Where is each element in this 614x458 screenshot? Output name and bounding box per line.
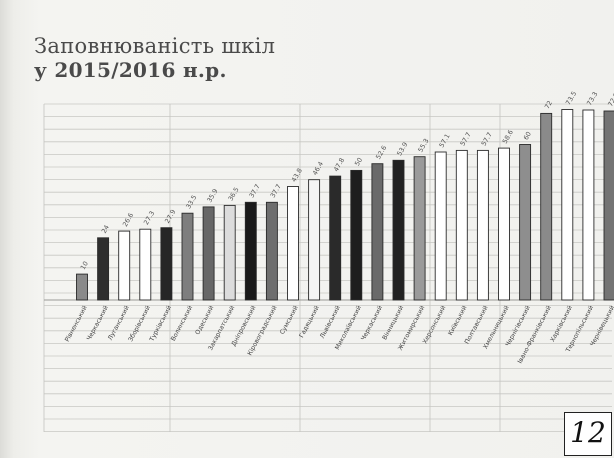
category-tick-label: Черкаський <box>85 304 110 342</box>
page-number: 12 <box>564 412 612 456</box>
data-label: 10 <box>79 260 90 271</box>
bar <box>139 228 152 301</box>
data-label: 37.7 <box>269 183 283 200</box>
data-label: 37.7 <box>248 183 262 200</box>
bar <box>561 109 574 301</box>
data-label: 24 <box>100 224 111 235</box>
category-tick-label: Гадяцький <box>297 304 321 339</box>
category-tick-label: Одеський <box>193 304 215 336</box>
chart-title: Заповнюваність шкіл у 2015/2016 н.р. <box>34 34 275 82</box>
category-tick-label: Київський <box>446 304 468 337</box>
data-label: 58.6 <box>501 129 515 146</box>
data-label: 55.3 <box>416 137 430 154</box>
data-label: 52.6 <box>374 144 388 161</box>
chart-grid <box>43 103 612 433</box>
category-tick-label: Черкаський <box>359 304 384 342</box>
bar <box>244 201 257 301</box>
data-label: 72.9 <box>606 91 614 108</box>
bar <box>181 212 194 301</box>
category-tick-label: Вінницький <box>380 304 405 341</box>
chart-title-line-2: у 2015/2016 н.р. <box>34 58 227 82</box>
bar <box>434 151 447 301</box>
data-label: 33.5 <box>184 194 198 211</box>
data-label: 27.9 <box>163 208 177 225</box>
data-label: 50 <box>353 156 364 167</box>
data-label: 26.6 <box>121 212 135 229</box>
bar <box>519 144 532 301</box>
bar <box>476 149 489 301</box>
bar <box>308 179 321 301</box>
category-tick-label: Волинський <box>169 304 194 342</box>
bar <box>223 204 236 301</box>
bar <box>582 109 595 301</box>
bar <box>287 186 299 301</box>
category-tick-label: Харківський <box>548 304 574 343</box>
bar <box>392 159 405 301</box>
bar <box>498 147 510 301</box>
data-label: 27.3 <box>142 210 156 227</box>
bar <box>371 163 384 301</box>
category-tick-label: Зборівський <box>126 304 152 343</box>
data-label: 73.3 <box>585 90 599 107</box>
data-label: 36.5 <box>227 186 241 203</box>
category-tick-label: Львівський <box>318 304 342 340</box>
data-label: 46.4 <box>311 160 325 177</box>
bar <box>265 201 278 301</box>
data-label: 60 <box>522 130 533 141</box>
data-label: 57.7 <box>459 131 473 148</box>
bar <box>540 112 553 301</box>
chart-value-labels: 10 24 26.6 27.3 27.9 33.5 35.9 36.5 37.7 37.7 43.8… <box>79 90 614 271</box>
bar <box>97 237 110 301</box>
data-label: 57.7 <box>480 131 494 148</box>
bar <box>76 273 88 301</box>
data-label: 43.8 <box>290 167 304 184</box>
chart-title-line-1: Заповнюваність шкіл <box>34 34 276 58</box>
data-label: 57.1 <box>438 132 452 149</box>
data-label: 47.8 <box>332 157 346 174</box>
category-tick-label: Турківський <box>147 304 173 343</box>
bar <box>160 227 173 301</box>
bar <box>202 206 215 301</box>
bar <box>329 175 342 301</box>
bar <box>603 110 614 301</box>
bar <box>350 169 363 301</box>
data-label: 53.9 <box>395 141 409 158</box>
category-tick-label: Луганський <box>106 304 131 342</box>
bar <box>118 230 131 301</box>
bar <box>413 156 426 301</box>
data-label: 35.9 <box>205 187 219 204</box>
category-tick-label: Рівненський <box>63 304 89 343</box>
chart-bars <box>76 109 614 301</box>
bar <box>455 149 468 301</box>
data-label: 72 <box>543 99 554 110</box>
